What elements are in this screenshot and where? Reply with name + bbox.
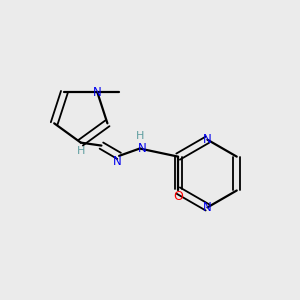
Text: H: H	[136, 131, 144, 141]
Text: N: N	[203, 133, 212, 146]
Text: O: O	[173, 190, 183, 203]
Text: N: N	[203, 201, 212, 214]
Text: N: N	[113, 155, 122, 168]
Text: N: N	[138, 142, 146, 155]
Text: H: H	[76, 146, 85, 157]
Text: N: N	[93, 85, 102, 98]
